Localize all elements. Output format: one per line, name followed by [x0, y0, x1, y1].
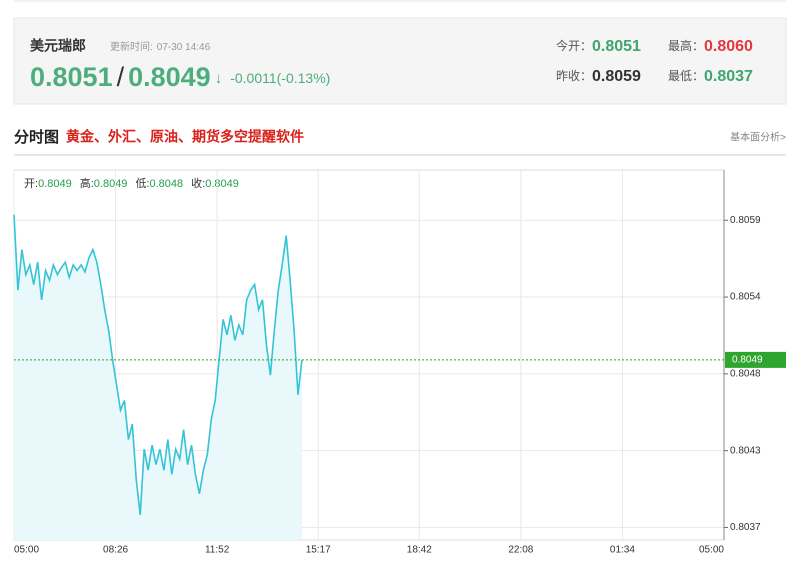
stat-label: 今开： — [556, 38, 592, 53]
last-price-label: 0.8049 — [732, 355, 763, 366]
intraday-chart: 开:0.8049 高:0.8049 低:0.8048 收:0.8049 05:00 08… — [13, 169, 786, 556]
promo-link[interactable]: 黄金、外汇、原油、期货多空提醒软件 — [66, 129, 304, 145]
price-separator: / — [117, 62, 125, 92]
analysis-link[interactable]: 基本面分析> — [730, 131, 786, 144]
stat: 昨收：0.8059 — [556, 68, 641, 85]
x-tick-label: 11:52 — [205, 545, 230, 556]
x-tick-label: 15:17 — [306, 545, 331, 556]
ohlc-label: 收: — [191, 176, 205, 190]
y-tick-label: 0.8037 — [730, 522, 761, 533]
x-tick-label: 08:26 — [103, 545, 128, 556]
stat: 今开：0.8051 — [556, 38, 641, 55]
section-title: 分时图 — [14, 129, 59, 146]
x-tick-label: 18:42 — [407, 545, 432, 556]
ohlc-info: 开:0.8049 高:0.8049 低:0.8048 收:0.8049 — [24, 176, 239, 190]
stats: 今开：0.8051 最高：0.8060 昨收：0.8059 最低：0.8037 — [556, 38, 753, 85]
ohlc-value: 0.8048 — [150, 178, 184, 190]
stat-label: 昨收： — [556, 69, 592, 83]
price-line — [13, 214, 303, 515]
y-tick-label: 0.8048 — [730, 368, 761, 379]
y-tick-label: 0.8054 — [730, 292, 761, 303]
stat: 最高：0.8060 — [668, 38, 753, 55]
price-area — [14, 214, 302, 540]
stat-value: 0.8037 — [704, 68, 753, 85]
symbol-name: 美元瑞郎 — [30, 38, 86, 54]
stat-label: 最高： — [668, 38, 704, 53]
ohlc-label: 开: — [24, 178, 38, 190]
x-tick-label: 01:34 — [610, 545, 635, 556]
ohlc-value: 0.8049 — [94, 178, 128, 190]
stat-value: 0.8060 — [704, 38, 753, 55]
stat-value: 0.8051 — [592, 38, 641, 55]
update-label: 更新时间: — [110, 40, 153, 53]
ohlc-value: 0.8049 — [38, 178, 72, 190]
x-tick-label: 22:08 — [508, 545, 533, 556]
y-tick-label: 0.8059 — [730, 215, 761, 226]
ask-price: 0.8049 — [128, 62, 211, 92]
bid-price: 0.8051 — [30, 62, 113, 92]
stat: 最低：0.8037 — [668, 68, 753, 85]
ohlc-value: 0.8049 — [205, 178, 239, 190]
quote-panel — [13, 17, 787, 105]
price-change: -0.0011(-0.13%) — [230, 70, 330, 86]
stat-value: 0.8059 — [592, 68, 641, 85]
price-line: 0.8051/0.8049 ↓ -0.0011(-0.13%) — [30, 62, 330, 92]
update-time: 更新时间: 07-30 14:46 — [110, 40, 211, 53]
y-tick-label: 0.8043 — [730, 445, 761, 456]
last-price-tag — [725, 351, 786, 368]
update-value: 07-30 14:46 — [157, 42, 211, 53]
x-tick-label: 05:00 — [699, 545, 724, 556]
ohlc-label: 高: — [80, 176, 94, 190]
stat-label: 最低： — [668, 69, 704, 83]
ohlc-label: 低: — [135, 177, 149, 190]
x-tick-label: 05:00 — [14, 545, 39, 556]
direction-arrow: ↓ — [215, 70, 223, 87]
